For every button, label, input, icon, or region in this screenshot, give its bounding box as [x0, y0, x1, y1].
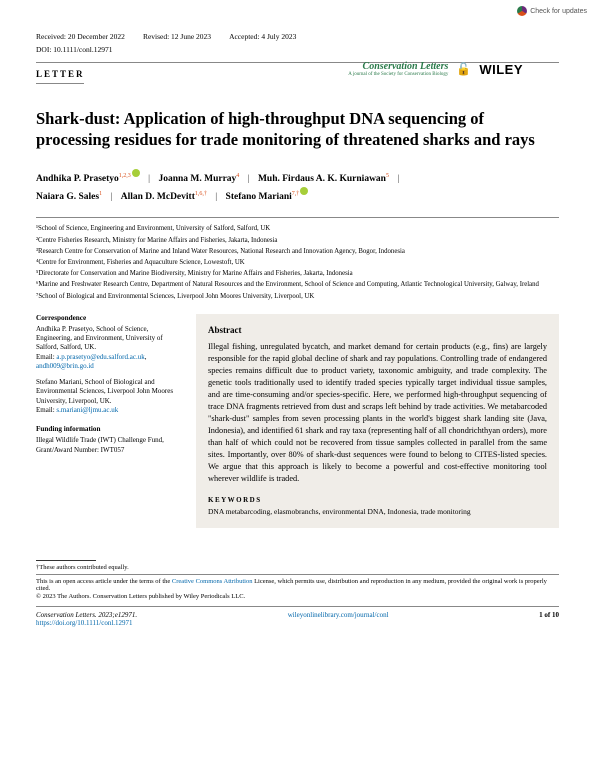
- orcid-icon: [132, 169, 140, 177]
- divider: [36, 606, 559, 607]
- abstract-title: Abstract: [208, 324, 547, 337]
- author-list: Andhika P. Prasetyo1,2,3 | Joanna M. Mur…: [36, 169, 559, 206]
- keywords-title: KEYWORDS: [208, 495, 547, 505]
- author: Andhika P. Prasetyo1,2,3: [36, 174, 140, 184]
- doi-link[interactable]: https://doi.org/10.1111/conl.12971: [36, 619, 133, 627]
- received-date: Received: 20 December 2022: [36, 32, 125, 41]
- abstract-box: Abstract Illegal fishing, unregulated by…: [196, 314, 559, 528]
- correspondence-section: Correspondence Andhika P. Prasetyo, Scho…: [36, 314, 182, 416]
- affiliation: ⁵Directorate for Conservation and Marine…: [36, 269, 559, 279]
- email-link[interactable]: a.p.prasetyo@edu.salford.ac.uk: [56, 353, 144, 361]
- openaccess-icon: 🔓: [456, 62, 471, 77]
- correspondence-body: Andhika P. Prasetyo, School of Science, …: [36, 325, 182, 353]
- doi: DOI: 10.1111/conl.12971: [36, 45, 559, 54]
- abstract-body: Illegal fishing, unregulated bycatch, an…: [208, 341, 547, 485]
- funding-body: Illegal Wildlife Trade (IWT) Challenge F…: [36, 436, 182, 455]
- journal-logo: Conservation Letters A journal of the So…: [348, 61, 448, 77]
- journal-url[interactable]: wileyonlinelibrary.com/journal/conl: [288, 611, 389, 619]
- author: Stefano Mariani7,†: [226, 192, 309, 202]
- orcid-icon: [300, 187, 308, 195]
- funding-title: Funding information: [36, 425, 182, 435]
- journal-logos: Conservation Letters A journal of the So…: [348, 61, 523, 77]
- affiliation: ⁴Centre for Environment, Fisheries and A…: [36, 258, 559, 268]
- page-footer: Conservation Letters. 2023;e12971. https…: [36, 611, 559, 627]
- affiliation: ⁷School of Biological and Environmental …: [36, 292, 559, 302]
- author: Joanna M. Murray4: [158, 174, 239, 184]
- keywords-body: DNA metabarcoding, elasmobranchs, enviro…: [208, 507, 547, 518]
- email-link[interactable]: s.mariani@ljmu.ac.uk: [56, 406, 118, 414]
- journal-name: Conservation Letters: [348, 61, 448, 72]
- correspondence-body: Stefano Mariani, School of Biological an…: [36, 378, 182, 406]
- footnote-divider: [36, 560, 96, 561]
- author: Naiara G. Sales1: [36, 192, 102, 202]
- email-link[interactable]: andh009@brin.go.id: [36, 362, 94, 370]
- license-note: This is an open access article under the…: [36, 578, 559, 592]
- sidebar: Correspondence Andhika P. Prasetyo, Scho…: [36, 314, 182, 528]
- divider: [36, 83, 84, 84]
- divider: [36, 574, 559, 575]
- check-updates-text: Check for updates: [530, 8, 587, 15]
- check-updates-badge[interactable]: Check for updates: [517, 6, 587, 16]
- copyright-note: © 2023 The Authors. Conservation Letters…: [36, 593, 559, 600]
- divider: [36, 217, 559, 218]
- updates-icon: [517, 6, 527, 16]
- cc-link[interactable]: Creative Commons Attribution: [172, 578, 253, 585]
- accepted-date: Accepted: 4 July 2023: [229, 32, 296, 41]
- correspondence-title: Correspondence: [36, 314, 182, 324]
- affiliations: ¹School of Science, Engineering and Envi…: [36, 224, 559, 301]
- affiliation: ⁶Marine and Freshwater Research Centre, …: [36, 280, 559, 290]
- revised-date: Revised: 12 June 2023: [143, 32, 211, 41]
- publisher-logo: WILEY: [479, 62, 523, 77]
- page-number: 1 of 10: [539, 611, 559, 619]
- affiliation: ³Research Centre for Conservation of Mar…: [36, 247, 559, 257]
- citation: Conservation Letters. 2023;e12971. https…: [36, 611, 137, 627]
- funding-section: Funding information Illegal Wildlife Tra…: [36, 425, 182, 455]
- affiliation: ¹School of Science, Engineering and Envi…: [36, 224, 559, 234]
- affiliation: ²Centre Fisheries Research, Ministry for…: [36, 236, 559, 246]
- author: Muh. Firdaus A. K. Kurniawan5: [258, 174, 389, 184]
- article-dates: Received: 20 December 2022 Revised: 12 J…: [36, 32, 559, 41]
- equal-contrib-note: †These authors contributed equally.: [36, 564, 559, 571]
- article-title: Shark-dust: Application of high-throughp…: [36, 108, 559, 151]
- journal-tagline: A journal of the Society for Conservatio…: [348, 72, 448, 77]
- author: Allan D. McDevitt1,6,†: [121, 192, 207, 202]
